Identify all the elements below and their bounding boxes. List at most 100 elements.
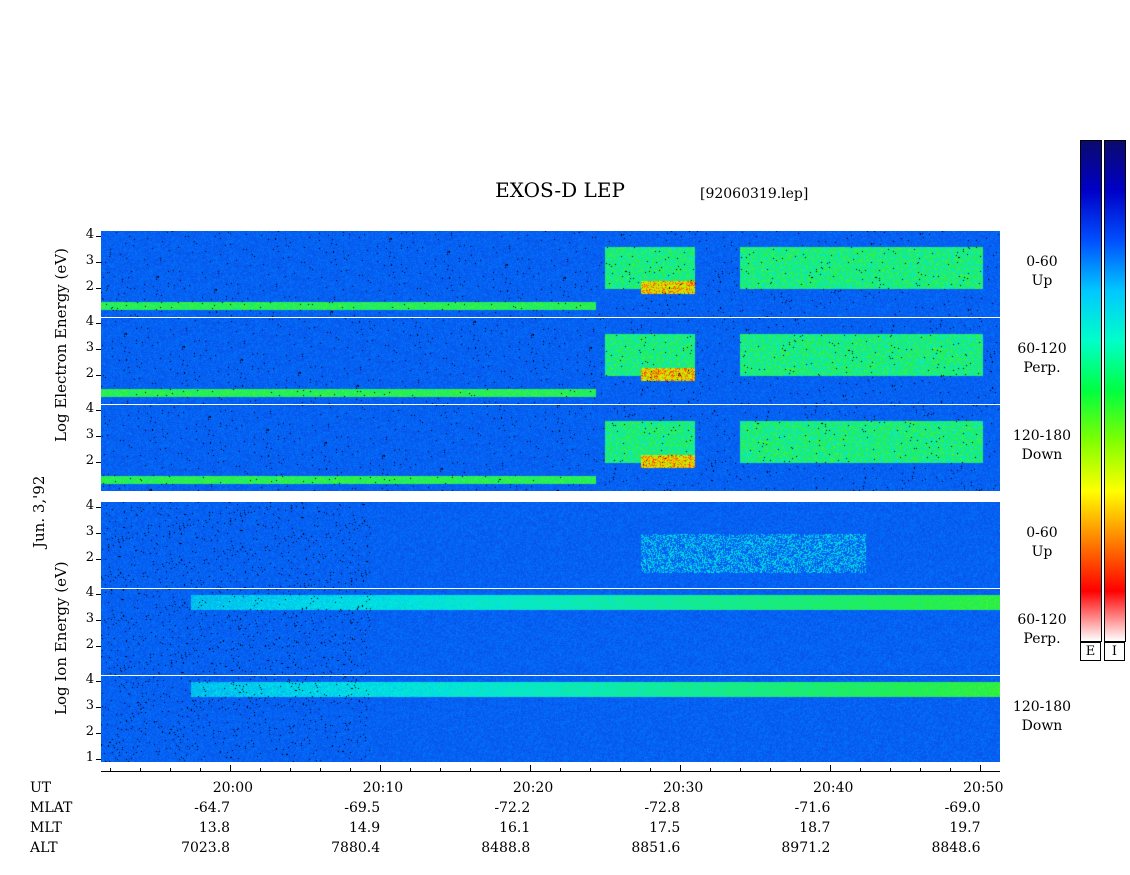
- ion-axis-label: Log Ion Energy (eV): [52, 561, 70, 715]
- y-tick-mark: [96, 507, 101, 509]
- x-row-label: MLAT: [30, 800, 73, 816]
- y-tick-mark: [96, 620, 101, 622]
- x-row-value: 7880.4: [331, 840, 381, 856]
- x-tick-mark: [320, 768, 322, 772]
- x-tick-mark: [590, 768, 592, 772]
- pitch-range: 120-180: [1012, 428, 1072, 444]
- y-tick-label: 3: [85, 427, 94, 443]
- electron-axis-label: Log Electron Energy (eV): [52, 248, 70, 442]
- x-row-value: 16.1: [499, 820, 531, 836]
- x-tick-mark: [440, 768, 442, 772]
- pitch-range: 0-60: [1026, 254, 1058, 270]
- pitch-direction: Perp.: [1023, 631, 1061, 647]
- x-row-value: 20:20: [512, 780, 554, 796]
- y-tick-mark: [96, 646, 101, 648]
- y-tick-label: 4: [85, 585, 94, 601]
- x-tick-mark: [140, 768, 142, 772]
- electron-colorbar: [1080, 140, 1102, 642]
- x-row-value: -69.5: [344, 800, 381, 816]
- x-tick-mark: [650, 768, 652, 772]
- y-tick-mark: [96, 349, 101, 351]
- y-tick-mark: [96, 410, 101, 412]
- x-row-value: 13.8: [198, 820, 231, 836]
- x-tick-mark: [950, 768, 952, 772]
- panel-electron-120-180: [101, 405, 1000, 491]
- x-tick-mark: [290, 768, 292, 772]
- y-tick-label: 4: [85, 672, 94, 688]
- x-tick-mark: [200, 768, 202, 772]
- x-tick-mark: [920, 768, 922, 772]
- pitch-range: 120-180: [1012, 699, 1072, 715]
- x-tick-mark: [770, 768, 772, 772]
- x-row-value: 20:50: [963, 780, 1004, 796]
- pitch-direction: Down: [1021, 447, 1063, 463]
- panel-electron-60-120: [101, 318, 1000, 404]
- x-row-value: -64.7: [194, 800, 231, 816]
- pitch-label: 0-60 Up: [1002, 253, 1082, 291]
- y-tick-mark: [96, 323, 101, 325]
- y-tick-label: 2: [85, 637, 94, 653]
- pitch-label: 120-180 Down: [1002, 698, 1082, 736]
- y-tick-label: 2: [85, 366, 94, 382]
- pitch-direction: Up: [1031, 273, 1053, 289]
- y-tick-mark: [96, 462, 101, 464]
- y-tick-mark: [96, 707, 101, 709]
- x-tick-mark: [470, 768, 472, 772]
- x-axis-line: [101, 771, 1000, 772]
- x-tick-mark: [560, 768, 562, 772]
- x-row-label: UT: [30, 780, 52, 796]
- y-tick-label: 3: [85, 524, 94, 540]
- panel-electron-0-60: [101, 231, 1000, 317]
- y-tick-label: 4: [85, 227, 94, 243]
- pitch-range: 0-60: [1026, 525, 1058, 541]
- x-tick-mark: [230, 765, 232, 772]
- y-tick-mark: [96, 436, 101, 438]
- x-tick-mark: [350, 768, 352, 772]
- x-tick-mark: [620, 768, 622, 772]
- x-tick-mark: [260, 768, 262, 772]
- pitch-label: 60-120 Perp.: [1002, 611, 1082, 649]
- y-tick-label: 4: [85, 314, 94, 330]
- x-row-value: -71.6: [794, 800, 831, 816]
- electron-colorbar-label: E: [1080, 642, 1101, 661]
- y-tick-mark: [96, 681, 101, 683]
- panel-ion-0-60: [101, 502, 1000, 588]
- y-tick-label: 3: [85, 698, 94, 714]
- x-row-value: 8851.6: [631, 840, 681, 856]
- file-name: [92060319.lep]: [700, 186, 809, 202]
- x-row-value: 17.5: [649, 820, 681, 836]
- y-tick-mark: [96, 559, 101, 561]
- y-tick-label: 1: [85, 750, 94, 766]
- x-tick-mark: [110, 768, 111, 772]
- x-row-value: 7023.8: [181, 840, 231, 856]
- x-tick-mark: [380, 765, 382, 772]
- y-tick-mark: [96, 594, 101, 596]
- y-tick-label: 4: [85, 498, 94, 514]
- y-tick-mark: [96, 262, 101, 264]
- pitch-label: 60-120 Perp.: [1002, 340, 1082, 378]
- x-row-value: 20:30: [662, 780, 704, 796]
- pitch-range: 60-120: [1017, 341, 1067, 357]
- x-row-value: -69.0: [944, 800, 981, 816]
- x-row-value: 20:40: [813, 780, 854, 796]
- x-tick-mark: [710, 768, 712, 772]
- y-tick-mark: [96, 533, 101, 535]
- y-tick-label: 3: [85, 611, 94, 627]
- y-tick-label: 2: [85, 453, 94, 469]
- x-row-value: 8488.8: [481, 840, 531, 856]
- x-row-value: 18.7: [799, 820, 831, 836]
- pitch-direction: Up: [1031, 544, 1053, 560]
- x-row-value: 20:00: [212, 780, 254, 796]
- y-tick-label: 2: [85, 279, 94, 295]
- y-tick-mark: [96, 288, 101, 290]
- spectrogram-canvas: [101, 231, 1000, 317]
- y-tick-mark: [96, 759, 101, 761]
- x-tick-mark: [980, 765, 982, 772]
- y-tick-label: 3: [85, 253, 94, 269]
- x-tick-mark: [410, 768, 412, 772]
- x-tick-mark: [740, 768, 742, 772]
- panel-ion-120-180: [101, 676, 1000, 762]
- y-tick-mark: [96, 236, 101, 238]
- y-tick-label: 2: [85, 724, 94, 740]
- x-tick-mark: [530, 765, 532, 772]
